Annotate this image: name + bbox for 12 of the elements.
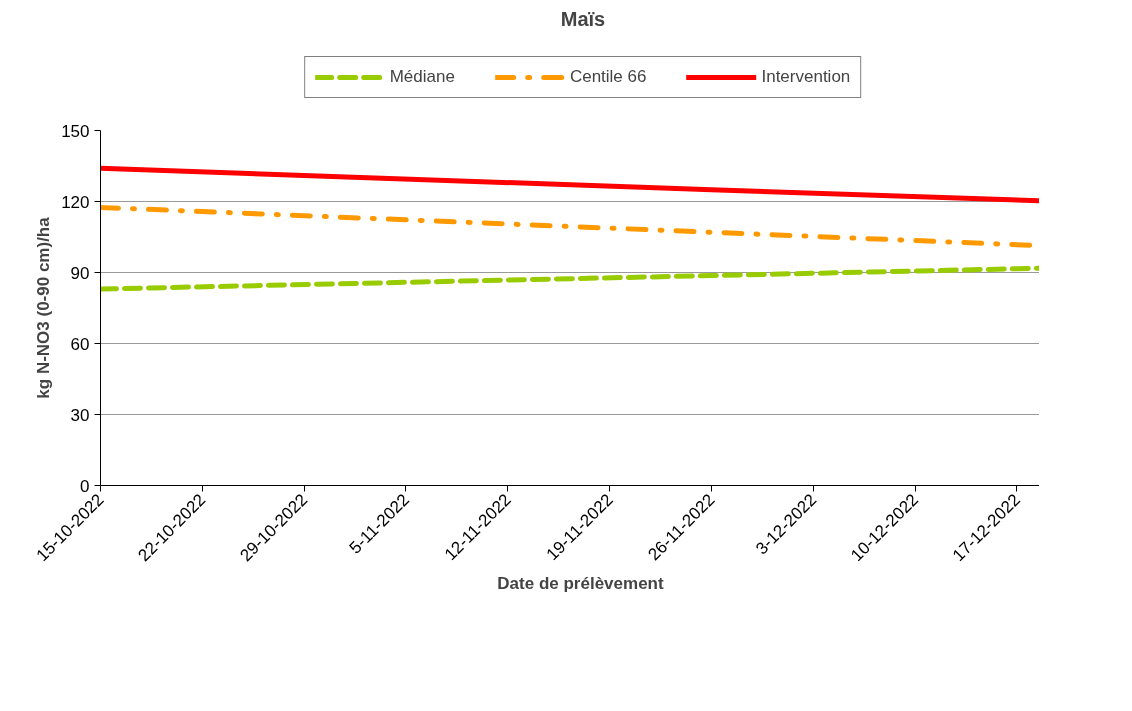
y-tick-label: 120 — [61, 192, 90, 212]
y-tick-label: 30 — [70, 405, 90, 425]
chart-title: Maïs — [560, 7, 606, 30]
y-tick-label: 90 — [70, 263, 90, 283]
y-tick-label: 0 — [80, 476, 90, 496]
y-tick-label: 60 — [70, 334, 90, 354]
y-tick-label: 150 — [61, 121, 90, 141]
legend-label: Centile 66 — [569, 67, 647, 87]
legend-label: Médiane — [389, 67, 455, 87]
x-axis-title: Date de prélèvement — [497, 574, 664, 594]
legend-label: Intervention — [761, 67, 851, 87]
y-axis-title: kg N-NO3 (0-90 cm)/ha — [34, 216, 54, 399]
